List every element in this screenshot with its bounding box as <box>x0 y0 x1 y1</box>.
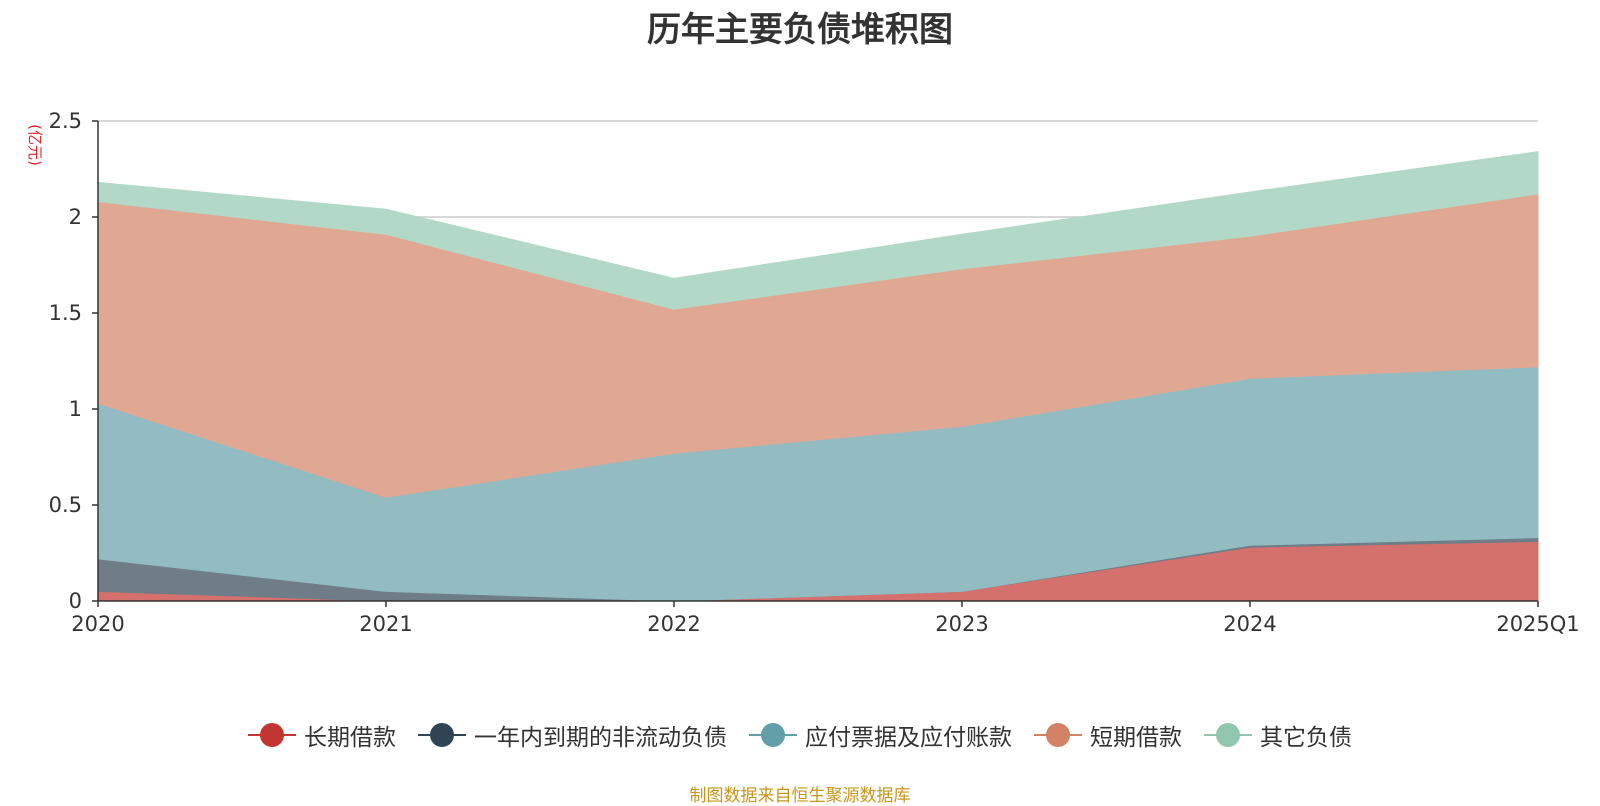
x-tick-label: 2020 <box>71 612 124 636</box>
legend-label: 其它负债 <box>1260 725 1352 751</box>
tick-labels: 0 0.5 1 1.5 2 2.5 2020 2021 2022 2023 2024 2025Q1 (亿… <box>26 109 1580 636</box>
legend-marker-icon <box>248 723 296 747</box>
x-tick-label: 2022 <box>647 612 700 636</box>
x-tick-label: 2024 <box>1223 612 1276 636</box>
legend-item[interactable]: 其它负债 <box>1204 718 1352 752</box>
legend-item[interactable]: 长期借款 <box>248 718 396 752</box>
x-tick-label: 2025Q1 <box>1496 612 1579 636</box>
legend-marker-icon <box>1034 723 1082 747</box>
x-tick-label: 2021 <box>359 612 412 636</box>
area-series-其它负债 <box>97 151 1539 310</box>
legend-label: 长期借款 <box>304 725 396 751</box>
x-tick-label: 2023 <box>935 612 988 636</box>
legend-label: 应付票据及应付账款 <box>805 725 1012 751</box>
chart-title: 历年主要负债堆积图 <box>647 10 953 50</box>
y-tick-label: 1.5 <box>49 301 82 325</box>
legend-label: 一年内到期的非流动负债 <box>474 725 727 751</box>
legend-item[interactable]: 一年内到期的非流动负债 <box>418 718 727 752</box>
axes <box>92 120 1539 607</box>
unit-label: (亿元) <box>26 124 44 166</box>
legend: 长期借款 一年内到期的非流动负债 应付票据及应付账款 短期借款 其它负债 <box>0 718 1600 752</box>
y-tick-label: 2.5 <box>49 109 82 133</box>
y-tick-label: 1 <box>69 397 82 421</box>
legend-marker-icon <box>1204 723 1252 747</box>
y-tick-label: 0 <box>69 589 82 613</box>
legend-label: 短期借款 <box>1090 725 1182 751</box>
legend-marker-icon <box>749 723 797 747</box>
source-note: 制图数据来自恒生聚源数据库 <box>689 786 911 806</box>
legend-item[interactable]: 应付票据及应付账款 <box>749 718 1012 752</box>
area-series <box>97 151 1539 602</box>
y-tick-label: 2 <box>69 205 82 229</box>
legend-marker-icon <box>418 723 466 747</box>
y-tick-label: 0.5 <box>49 493 82 517</box>
legend-item[interactable]: 短期借款 <box>1034 718 1182 752</box>
